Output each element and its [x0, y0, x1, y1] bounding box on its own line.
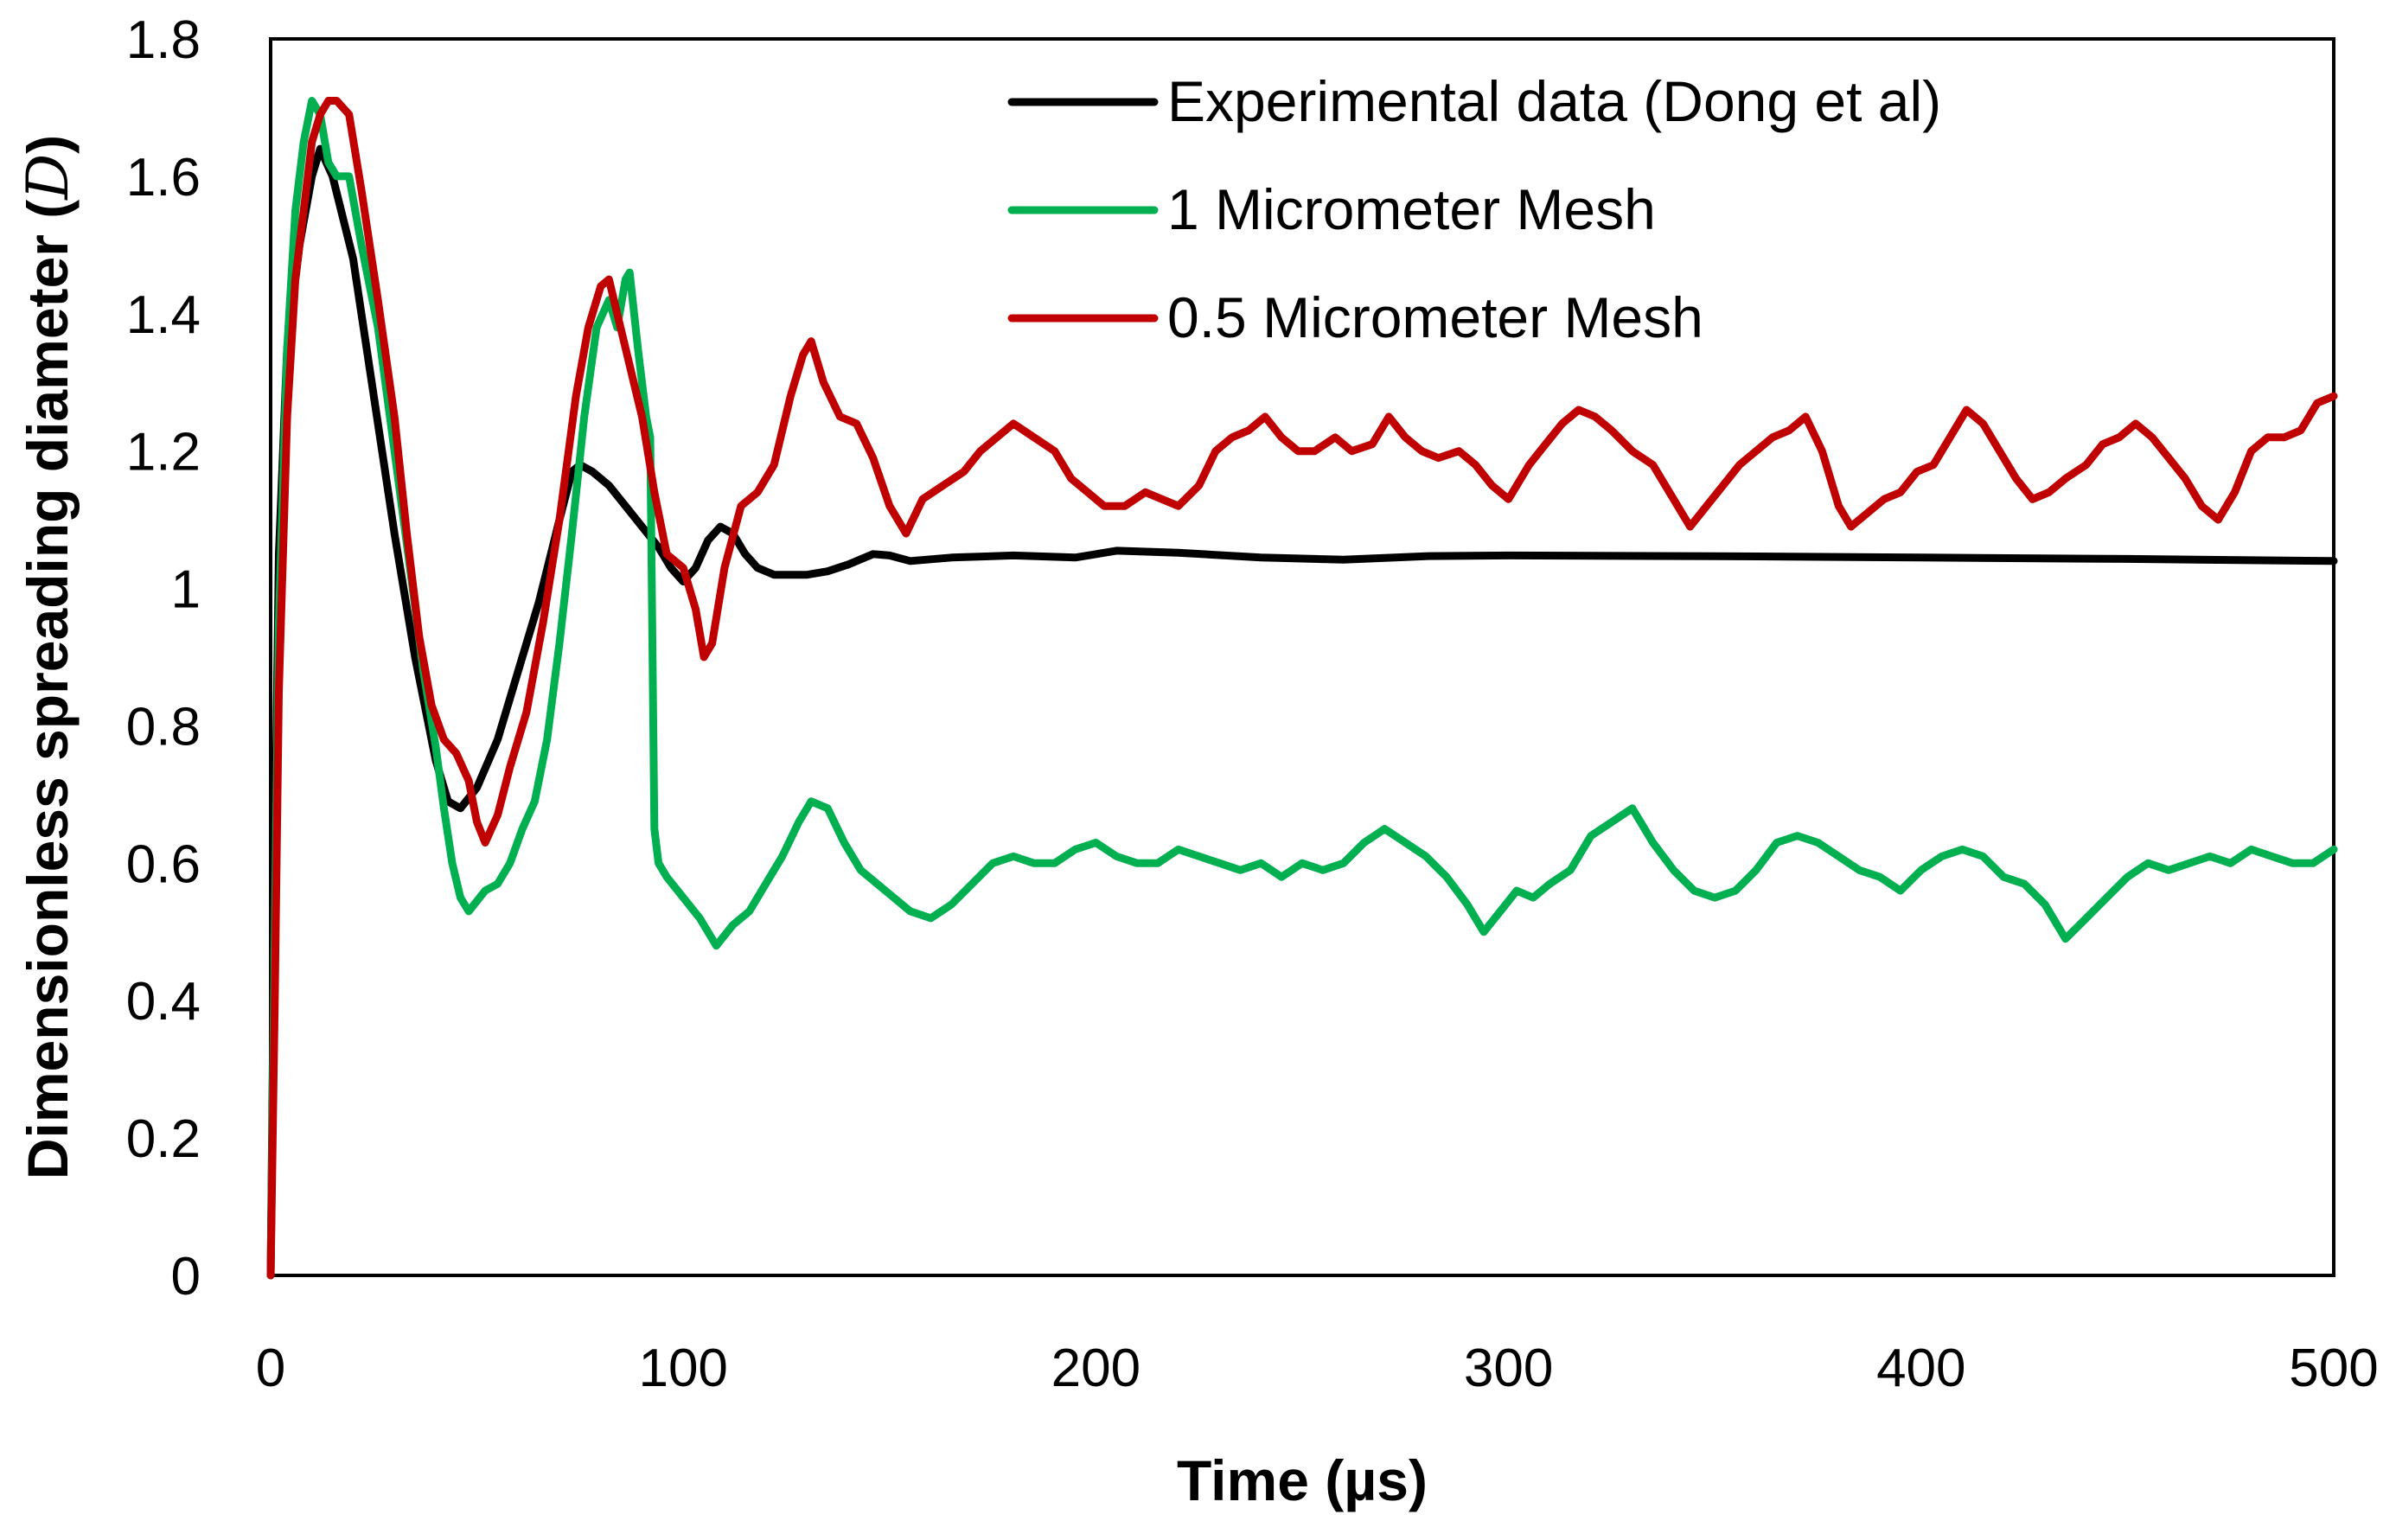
x-tick-label: 400: [1876, 1339, 1965, 1398]
x-tick-label: 200: [1051, 1339, 1140, 1398]
y-tick-label: 0.2: [126, 1109, 201, 1169]
series-lines: [266, 97, 2338, 1280]
y-axis-title-symbol: D: [15, 154, 81, 201]
legend-label-3: 0.5 Micrometer Mesh: [1167, 285, 1703, 349]
series-line-1: [266, 144, 2338, 1280]
y-tick-label: 0.4: [126, 972, 201, 1032]
y-tick-labels: 0 0.2 0.4 0.6 0.8 1 1.2 1.4 1.6 1.8: [126, 10, 201, 1307]
y-tick-label: 1.4: [126, 285, 201, 345]
y-tick-label: 1.6: [126, 148, 201, 208]
y-tick-label: 1.2: [126, 423, 201, 482]
x-axis-title: Time (µs): [1177, 1448, 1428, 1512]
y-tick-label: 0.6: [126, 834, 201, 894]
series-line-3: [266, 97, 2338, 1280]
x-tick-label: 0: [256, 1339, 285, 1398]
series-line-2: [266, 97, 2338, 1280]
x-tick-label: 500: [2289, 1339, 2378, 1398]
y-axis-title-text: Dimensionless spreading diameter (: [16, 200, 80, 1179]
plot-frame: [269, 37, 2335, 1277]
legend-label-2: 1 Micrometer Mesh: [1167, 177, 1656, 241]
x-tick-labels: 0 100 200 300 400 500: [256, 1339, 2379, 1398]
y-axis-title-close: ): [16, 135, 80, 154]
x-tick-label: 100: [638, 1339, 727, 1398]
legend: Experimental data (Dong et al) 1 Micromet…: [1007, 69, 1941, 349]
y-axis-title: Dimensionless spreading diameter (D): [15, 135, 81, 1179]
y-tick-label: 0.8: [126, 697, 201, 757]
legend-label-1: Experimental data (Dong et al): [1167, 69, 1941, 133]
y-tick-label: 1: [171, 560, 201, 620]
y-tick-label: 0: [171, 1247, 201, 1307]
y-tick-label: 1.8: [126, 10, 201, 70]
x-tick-label: 300: [1464, 1339, 1553, 1398]
